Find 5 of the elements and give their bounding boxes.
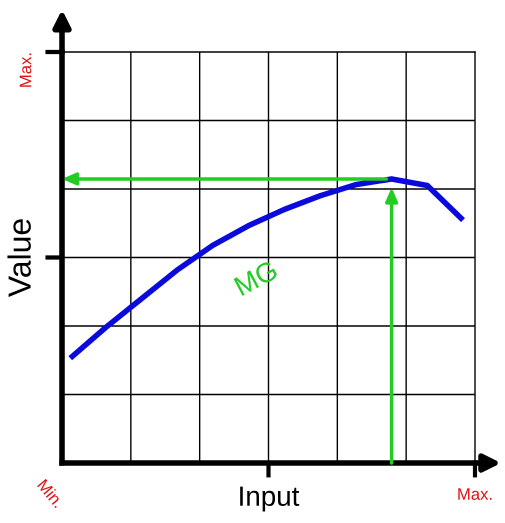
y-axis-title: Value bbox=[7, 219, 31, 298]
text: Max. bbox=[458, 488, 492, 500]
text: Max. bbox=[20, 54, 32, 87]
x-axis-title: Input bbox=[240, 486, 300, 512]
annotation: MG bbox=[233, 260, 278, 296]
